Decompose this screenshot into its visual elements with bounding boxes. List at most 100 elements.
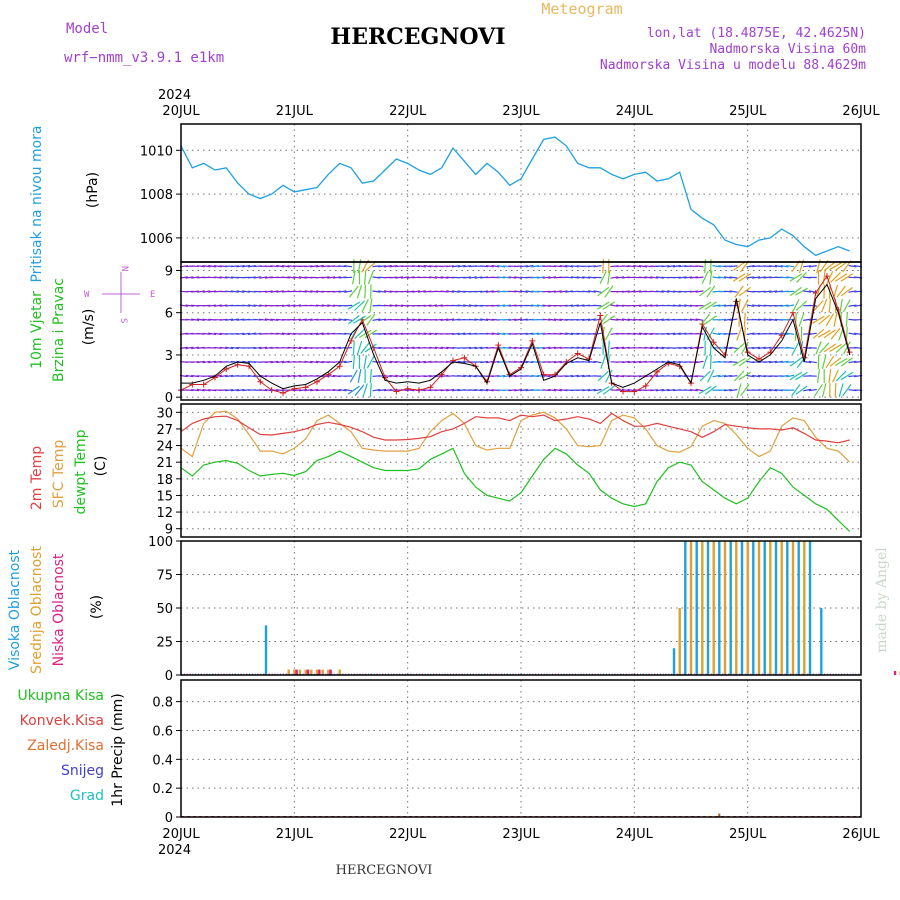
wind-arrow: [304, 318, 313, 321]
wind-arrow: [395, 346, 404, 349]
wind-arrow: [196, 388, 205, 392]
wind-arrow: [242, 375, 251, 377]
wind-arrow: [821, 298, 828, 313]
wind-arrow: [582, 276, 591, 279]
pressure-panel: Pritisak na nivou mora (hPa) 1006 1008 101…: [29, 125, 850, 283]
wind-arrow: [795, 300, 808, 311]
wind-arrow: [225, 346, 234, 350]
wind-arrow: [803, 290, 812, 293]
wind-arrow: [287, 276, 296, 279]
wind-arrow: [741, 299, 749, 313]
wind-arrow: [661, 388, 670, 392]
wind-arrow: [786, 276, 795, 279]
wind-arrow: [734, 285, 744, 298]
wind-arrow: [230, 265, 239, 268]
wind-arrow: [627, 332, 636, 335]
wind-arrow: [293, 276, 302, 279]
cloud-unit: (%): [89, 595, 105, 619]
wind-arrow: [236, 318, 245, 321]
wind-arrow: [542, 389, 551, 392]
wind-arrow: [593, 318, 602, 321]
wind-arrow: [833, 312, 838, 327]
wind-arrow: [709, 270, 713, 285]
wind-arrow: [826, 270, 834, 285]
wind-arrow: [839, 298, 843, 313]
wind-arrow: [835, 370, 847, 382]
wind-arrow: [650, 318, 659, 321]
wind-arrow: [491, 304, 500, 307]
wind-arrow: [602, 301, 616, 310]
wind-arrow: [366, 313, 376, 326]
wind-arrow: [349, 285, 359, 298]
wind-arrow: [627, 360, 636, 364]
wind-arrow: [848, 304, 857, 307]
wind-arrow: [185, 276, 194, 279]
wind-arrow: [823, 261, 836, 271]
wind-arrow: [281, 265, 290, 268]
wind-arrow: [225, 318, 234, 321]
cloud-bar: [310, 669, 313, 675]
wind-arrow: [327, 346, 336, 350]
wind-arrow: [678, 346, 687, 349]
cloud-bar: [769, 541, 772, 675]
wind-arrow: [808, 265, 817, 268]
wind-arrow: [808, 290, 817, 293]
wind-arrow: [434, 318, 443, 321]
wind-arrow: [789, 357, 802, 367]
wind-arrow: [310, 360, 319, 364]
wind-arrow: [536, 374, 545, 378]
wind-arrow: [593, 290, 602, 293]
wind-arrow: [287, 332, 296, 335]
wind-arrow: [667, 389, 676, 392]
wind-arrow: [264, 346, 273, 350]
wind-arrow: [548, 346, 557, 350]
wind-arrow: [610, 318, 619, 321]
wind-arrow: [514, 360, 523, 363]
wind-arrow: [582, 361, 591, 363]
wind-arrow: [185, 374, 194, 378]
wind-arrow: [491, 332, 500, 336]
wind-arrow: [417, 332, 426, 335]
cloud-bar: [780, 541, 783, 675]
wind-arrow: [655, 388, 664, 392]
wind-arrow: [400, 304, 409, 307]
wind-arrow: [604, 327, 613, 341]
wind-arrow: [576, 276, 585, 279]
wind-arrow: [667, 360, 676, 364]
wind-arrow: [684, 318, 693, 321]
wind-arrow: [378, 332, 387, 335]
wind-arrow: [610, 304, 619, 307]
wind-arrow: [378, 388, 387, 392]
wind-arrow: [219, 276, 228, 279]
wind-arrow: [264, 276, 273, 279]
y-tick-label: 21: [156, 456, 173, 471]
wind-arrow: [838, 383, 844, 398]
cloud-bar: [295, 669, 298, 675]
wind-arrow: [570, 374, 579, 378]
wind-arrow: [519, 388, 528, 392]
wind-arrow: [364, 270, 367, 285]
wind-arrow: [434, 304, 443, 307]
wind-arrow: [786, 361, 795, 363]
wind-arrow: [795, 385, 808, 395]
wind-arrow: [803, 318, 812, 321]
wind-arrow: [655, 276, 664, 279]
wind-arrow: [789, 273, 803, 282]
wind-arrow: [531, 276, 540, 279]
wind-arrow: [757, 346, 766, 350]
wind-arrow: [440, 361, 449, 363]
wind-arrow: [729, 346, 738, 350]
wind-arrow: [369, 383, 372, 398]
wind-arrow: [315, 264, 324, 268]
wind-arrow: [357, 369, 362, 384]
wind-arrow: [247, 276, 256, 279]
wind-arrow: [247, 347, 256, 349]
wind-arrow: [684, 304, 693, 307]
wind-arrow: [434, 276, 443, 279]
wind-arrow: [553, 332, 562, 335]
wind-arrow: [353, 300, 366, 311]
wind-arrow: [684, 276, 693, 279]
wind-arrow: [497, 304, 506, 307]
wind-arrow: [542, 304, 551, 307]
wind-arrow: [817, 329, 831, 338]
